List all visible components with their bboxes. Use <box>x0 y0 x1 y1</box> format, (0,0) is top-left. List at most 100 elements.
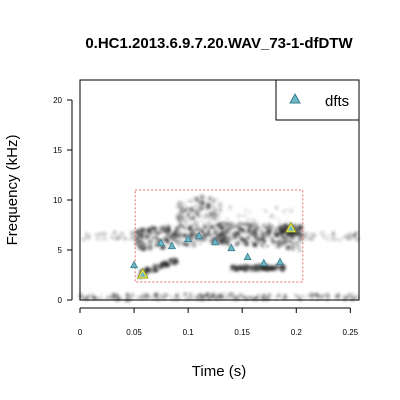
spectrogram-speck <box>326 238 330 242</box>
spectrogram-speck <box>203 223 206 226</box>
spectrogram-speck <box>196 214 201 218</box>
spectrogram-speck <box>302 296 306 299</box>
spectrogram-speck <box>238 293 244 298</box>
chart-title: 0.HC1.2013.6.9.7.20.WAV_73-1-dfDTW <box>85 35 353 52</box>
spectrogram-speck <box>200 228 205 233</box>
spectrogram-speck <box>110 234 115 239</box>
spectrogram-speck <box>255 237 261 243</box>
spectrogram-speck <box>138 232 143 237</box>
spectrogram-speck <box>118 236 123 241</box>
spectrogram-speck <box>191 229 196 234</box>
spectrogram-speck <box>220 222 223 225</box>
spectrogram-speck <box>173 228 179 234</box>
spectrogram-speck <box>221 221 226 225</box>
spectrogram-speck <box>165 228 171 234</box>
spectrogram-speck <box>99 237 103 241</box>
spectrogram-speck <box>351 233 355 237</box>
spectrogram-speck <box>213 230 218 235</box>
spectrogram-speck <box>303 235 307 239</box>
spectrogram-speck <box>299 232 303 235</box>
spectrogram-speck <box>281 209 286 214</box>
spectrogram-speck <box>170 295 173 299</box>
spectrogram-speck <box>183 292 188 297</box>
spectrogram-speck <box>253 242 258 248</box>
spectrogram-speck <box>171 232 176 238</box>
spectrogram-speck <box>290 244 293 248</box>
spectrogram-speck <box>192 216 196 219</box>
spectrogram-speck <box>263 231 266 235</box>
spectrogram-speck <box>151 265 156 271</box>
spectrogram-speck <box>226 293 229 296</box>
spectrogram-speck <box>175 240 179 244</box>
spectrogram-speck <box>162 266 165 269</box>
spectrogram-speck <box>345 233 350 239</box>
spectrogram-speck <box>161 295 167 301</box>
spectrogram-speck <box>335 295 341 300</box>
spectrogram-speck <box>163 236 169 242</box>
spectrogram-speck <box>350 295 356 300</box>
spectrogram-speck <box>310 295 313 298</box>
spectrogram-speck <box>178 212 183 217</box>
spectrogram-speck <box>294 241 298 245</box>
spectrogram-speck <box>320 230 325 236</box>
spectrogram-speck <box>196 196 199 199</box>
spectrogram-speck <box>205 210 211 216</box>
selection-box <box>134 189 304 283</box>
spectrogram-speck <box>159 228 165 234</box>
spectrogram-speck <box>212 206 218 212</box>
spectrogram-speck <box>202 295 205 298</box>
spectrogram-speck <box>254 266 257 269</box>
spectrogram-speck <box>256 294 260 298</box>
spectrogram-speck <box>214 225 218 228</box>
spectrogram-speck <box>285 245 290 251</box>
spectrogram-speck <box>292 223 296 227</box>
spectrogram-speck <box>125 293 130 298</box>
spectrogram-speck <box>177 243 181 247</box>
spectrogram-speck <box>331 231 336 235</box>
spectrogram-speck <box>266 235 269 238</box>
spectrogram-speck <box>299 230 302 233</box>
spectrogram-speck <box>139 240 142 243</box>
y-tick-label: 0 <box>58 296 63 305</box>
spectrogram-speck <box>262 240 265 243</box>
spectrogram-speck <box>255 225 260 231</box>
spectrogram-speck <box>120 231 123 235</box>
spectrogram-speck <box>175 292 180 297</box>
spectrogram-speck <box>189 224 192 227</box>
spectrogram-speck <box>277 220 282 225</box>
spectrogram-speck <box>244 297 249 302</box>
spectrogram-speck <box>192 219 198 224</box>
spectrogram-speck <box>201 219 205 223</box>
spectrogram-speck <box>271 225 274 228</box>
spectrogram-speck <box>321 293 326 297</box>
spectrogram-speck <box>191 242 197 248</box>
spectrogram-speck <box>165 293 169 297</box>
spectrogram-speck <box>198 201 203 206</box>
spectrogram-speck <box>241 222 245 225</box>
data-point-dfts <box>275 257 285 266</box>
spectrogram-speck <box>188 208 194 213</box>
spectrogram-speck <box>130 297 134 300</box>
spectrogram-speck <box>112 230 117 235</box>
spectrogram-speck <box>196 198 200 203</box>
spectrogram-speck <box>196 204 199 208</box>
spectrogram-speck <box>293 293 298 298</box>
spectrogram-speck <box>270 214 275 219</box>
spectrogram-speck <box>261 243 264 247</box>
spectrogram-speck <box>211 200 214 203</box>
spectrogram-speck <box>175 216 180 221</box>
data-point-dfts <box>194 231 204 240</box>
spectrogram-speck <box>146 234 150 239</box>
spectrogram-speck <box>214 295 219 300</box>
spectrogram-speck <box>271 240 275 245</box>
spectrogram-speck <box>209 196 213 200</box>
data-point-dfts <box>211 237 220 246</box>
spectrogram-speck <box>82 238 86 242</box>
spectrogram-speck <box>334 238 338 242</box>
spectrogram-speck <box>224 297 227 300</box>
data-point-dfts <box>227 243 236 252</box>
spectrogram-speck <box>237 230 242 235</box>
y-tick-label: 20 <box>53 96 62 105</box>
spectrogram-speck <box>266 229 272 234</box>
spectrogram-speck <box>215 203 220 208</box>
